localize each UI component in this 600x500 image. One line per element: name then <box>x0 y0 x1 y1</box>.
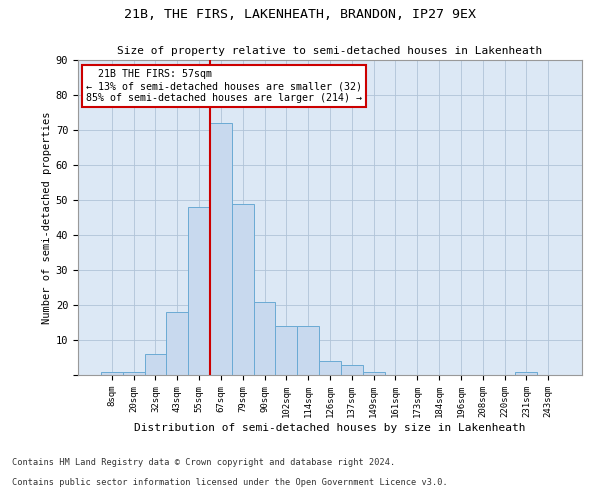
Bar <box>145 354 166 375</box>
Bar <box>232 204 254 375</box>
Bar <box>166 312 188 375</box>
Text: Contains HM Land Registry data © Crown copyright and database right 2024.: Contains HM Land Registry data © Crown c… <box>12 458 395 467</box>
Title: Size of property relative to semi-detached houses in Lakenheath: Size of property relative to semi-detach… <box>118 46 542 56</box>
Bar <box>515 372 537 375</box>
Text: 21B THE FIRS: 57sqm
← 13% of semi-detached houses are smaller (32)
85% of semi-d: 21B THE FIRS: 57sqm ← 13% of semi-detach… <box>86 70 362 102</box>
Bar <box>123 372 145 375</box>
Y-axis label: Number of semi-detached properties: Number of semi-detached properties <box>41 112 52 324</box>
Bar <box>188 207 210 375</box>
Bar <box>297 326 319 375</box>
Text: Contains public sector information licensed under the Open Government Licence v3: Contains public sector information licen… <box>12 478 448 487</box>
Bar <box>275 326 297 375</box>
Bar <box>341 364 363 375</box>
Text: 21B, THE FIRS, LAKENHEATH, BRANDON, IP27 9EX: 21B, THE FIRS, LAKENHEATH, BRANDON, IP27… <box>124 8 476 20</box>
Bar <box>210 123 232 375</box>
X-axis label: Distribution of semi-detached houses by size in Lakenheath: Distribution of semi-detached houses by … <box>134 422 526 432</box>
Bar <box>101 372 123 375</box>
Bar <box>363 372 385 375</box>
Bar <box>254 302 275 375</box>
Bar <box>319 361 341 375</box>
